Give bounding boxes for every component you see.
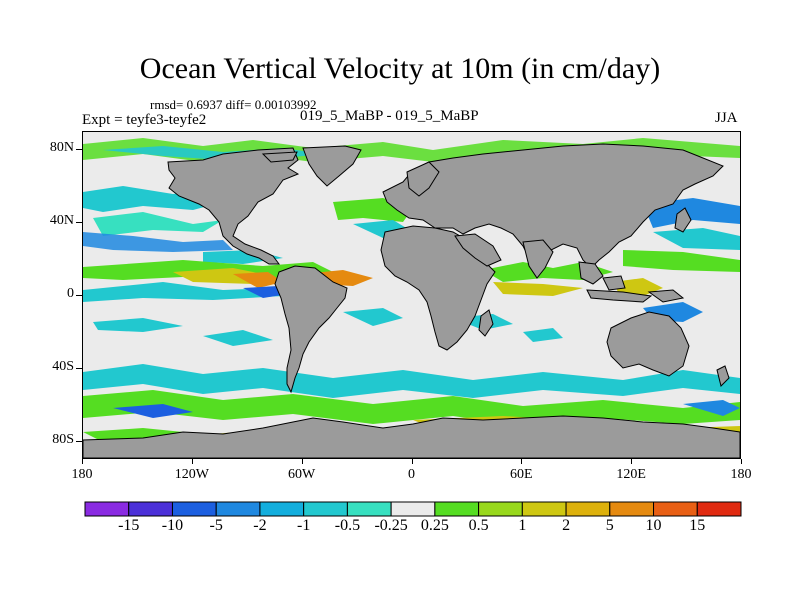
land-south-america xyxy=(274,265,348,394)
field-patch xyxy=(343,308,403,326)
colorbar-tick-label: 10 xyxy=(645,517,662,534)
colorbar-segment xyxy=(653,501,698,517)
field-patch xyxy=(93,212,223,236)
x-tick-mark xyxy=(301,459,303,464)
field-patch xyxy=(683,400,740,416)
colorbar-segment xyxy=(521,501,567,517)
colorbar-tick-label: -10 xyxy=(161,517,184,534)
colorbar-segment xyxy=(346,501,392,517)
colorbar-tick-label: 15 xyxy=(689,517,706,534)
field-patch xyxy=(93,318,183,332)
colorbar-segment xyxy=(478,501,523,517)
y-tick-label: 80N xyxy=(49,140,74,156)
colorbar-tick-label: -0.25 xyxy=(374,517,408,534)
y-tick-mark xyxy=(76,295,82,296)
colorbar-segment xyxy=(390,501,436,517)
y-tick-mark xyxy=(76,222,82,224)
land-scandinavia xyxy=(406,161,440,197)
colorbar-tick-label: -2 xyxy=(253,517,267,534)
land-arabia xyxy=(454,233,502,267)
field-patch xyxy=(623,250,740,272)
land-antarctica xyxy=(83,415,740,458)
land-arctic-islands xyxy=(261,151,298,163)
colorbar-tick-label: 2 xyxy=(562,517,571,534)
x-tick-label: 0 xyxy=(408,467,415,482)
colorbar-segment xyxy=(215,501,261,517)
colorbar-segment xyxy=(84,501,130,517)
field-patch xyxy=(523,328,563,342)
x-tick-mark xyxy=(411,459,413,464)
land-new-zealand xyxy=(716,365,730,387)
land-north-america xyxy=(167,147,300,265)
colorbar-tick-label: 5 xyxy=(605,517,614,534)
colorbar-segment xyxy=(128,501,173,517)
field-patch xyxy=(653,228,740,250)
land-greenland xyxy=(302,145,362,187)
colorbar-segment xyxy=(259,501,305,517)
x-tick-label: 180 xyxy=(71,467,93,482)
velocity-field xyxy=(83,138,740,444)
colorbar-segment xyxy=(434,501,480,517)
plot-title: Ocean Vertical Velocity at 10m (in cm/da… xyxy=(139,52,661,85)
season-label: JJA xyxy=(715,110,738,126)
y-tick-label: 80S xyxy=(52,431,74,447)
field-patch xyxy=(233,272,283,288)
x-tick-mark xyxy=(741,459,742,464)
x-tick-mark xyxy=(82,459,83,464)
x-tick-label: 120E xyxy=(616,467,646,482)
x-tick-label: 180 xyxy=(730,467,752,482)
stats-line: rmsd= 0.6937 diff= 0.00103992 xyxy=(150,97,317,112)
x-tick-mark xyxy=(631,459,633,464)
map-panel xyxy=(82,131,741,459)
experiment-label: Expt = teyfe3-teyfe2 xyxy=(82,112,207,128)
land-india xyxy=(522,239,554,279)
x-tick-label: 120W xyxy=(174,467,209,482)
field-patch xyxy=(83,232,233,252)
colorbar-segment xyxy=(171,501,217,517)
x-tick-mark xyxy=(191,459,193,464)
x-tick-label: 60W xyxy=(288,467,316,482)
y-tick-mark xyxy=(76,149,82,151)
land-indonesia xyxy=(586,289,653,303)
plot-subtitle: 019_5_MaBP - 019_5_MaBP xyxy=(300,108,479,124)
land-madagascar xyxy=(478,309,494,337)
field-patch xyxy=(83,364,740,398)
colorbar-segment xyxy=(696,501,742,517)
field-patch xyxy=(493,282,583,296)
colorbar-tick-label: -0.5 xyxy=(334,517,361,534)
colorbar-tick-label: -15 xyxy=(118,517,140,534)
y-tick-mark xyxy=(76,367,82,369)
colorbar xyxy=(84,501,742,517)
colorbar-segment xyxy=(609,501,655,517)
y-tick-mark xyxy=(76,440,82,442)
field-patch xyxy=(113,404,193,418)
land-eurasia xyxy=(382,143,724,269)
field-patch xyxy=(203,330,273,346)
land-japan xyxy=(674,207,692,233)
colorbar-tick-label: 0.25 xyxy=(420,517,449,534)
y-tick-label: 40S xyxy=(52,358,74,374)
colorbar-segment xyxy=(303,501,348,517)
colorbar-tick-label: 0.5 xyxy=(468,517,489,534)
colorbar-tick-label: 1 xyxy=(518,517,527,534)
land-masses xyxy=(83,143,740,458)
land-borneo xyxy=(602,275,626,291)
colorbar-segment xyxy=(565,501,611,517)
colorbar-tick-label: -1 xyxy=(297,517,311,534)
land-australia xyxy=(606,311,690,377)
y-tick-label: 0 xyxy=(67,286,74,301)
field-patch xyxy=(83,282,283,302)
map-canvas xyxy=(83,138,740,458)
land-new-guinea xyxy=(647,289,685,303)
colorbar-tick-label: -5 xyxy=(209,517,223,534)
x-tick-mark xyxy=(521,459,523,464)
field-patch xyxy=(83,390,740,426)
land-se-asia xyxy=(578,261,604,285)
x-tick-label: 60E xyxy=(510,467,533,482)
y-tick-label: 40N xyxy=(49,213,74,229)
